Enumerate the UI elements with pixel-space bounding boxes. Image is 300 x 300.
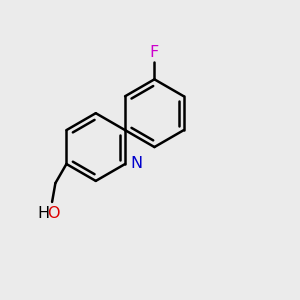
Text: F: F — [150, 45, 159, 60]
Text: O: O — [47, 206, 59, 221]
Text: N: N — [130, 157, 142, 172]
Text: H: H — [38, 206, 50, 221]
